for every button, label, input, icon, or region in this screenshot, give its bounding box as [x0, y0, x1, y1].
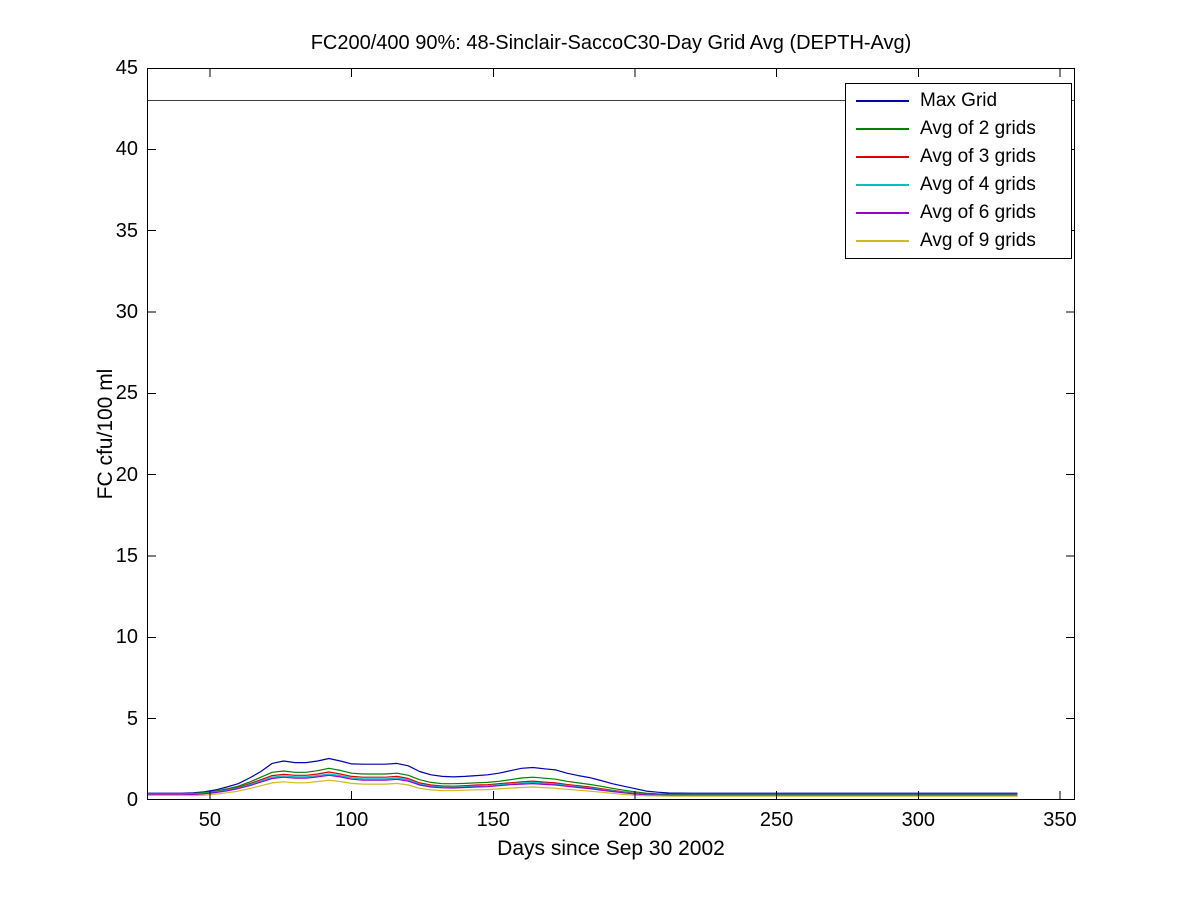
y-tick-label: 30	[115, 301, 138, 323]
series-line-0	[147, 757, 1018, 794]
x-tick-label: 100	[334, 809, 369, 831]
legend-item: Avg of 4 grids	[846, 174, 1071, 196]
series-line-1	[147, 767, 1018, 795]
y-tick-label: 15	[115, 545, 138, 567]
legend-item: Avg of 9 grids	[846, 230, 1071, 252]
y-tick-label: 40	[115, 138, 138, 161]
legend-line-swatch	[856, 240, 909, 242]
y-tick-label: 35	[115, 219, 138, 242]
y-tick-label: 0	[126, 789, 138, 811]
legend-label: Avg of 9 grids	[920, 230, 1036, 251]
series-line-3	[147, 773, 1018, 796]
legend-item: Max Grid	[846, 90, 1071, 112]
x-tick-label: 150	[476, 809, 510, 831]
legend-line-swatch	[856, 100, 909, 102]
x-tick-label: 50	[198, 809, 222, 831]
y-tick-label: 20	[115, 463, 138, 486]
legend-label: Max Grid	[920, 90, 998, 111]
series-line-5	[147, 779, 1018, 797]
legend-line-swatch	[856, 212, 909, 214]
plot-box-border	[147, 68, 1075, 800]
legend-label: Avg of 3 grids	[920, 146, 1036, 167]
legend-line-swatch	[856, 156, 909, 158]
x-tick-label: 300	[901, 809, 935, 831]
legend-item: Avg of 3 grids	[846, 146, 1071, 168]
chart-title: FC200/400 90%: 48-Sinclair-SaccoC30-Day …	[310, 32, 912, 54]
x-tick-label: 200	[618, 809, 652, 831]
series-line-4	[147, 774, 1018, 796]
legend-line-swatch	[856, 128, 909, 130]
y-tick-label: 25	[115, 382, 138, 405]
legend: Max Grid Avg of 2 grids Avg of 3 grids A…	[845, 83, 1072, 259]
legend-label: Avg of 4 grids	[920, 174, 1036, 195]
y-tick-label: 5	[126, 707, 138, 730]
plot-svg	[147, 68, 1075, 800]
x-axis-label: Days since Sep 30 2002	[497, 837, 725, 860]
legend-label: Avg of 6 grids	[920, 202, 1036, 223]
x-tick-label: 250	[759, 809, 794, 831]
legend-item: Avg of 6 grids	[846, 202, 1071, 224]
legend-line-swatch	[856, 184, 909, 186]
y-tick-label: 10	[115, 626, 138, 649]
legend-item: Avg of 2 grids	[846, 118, 1071, 140]
legend-label: Avg of 2 grids	[920, 118, 1036, 139]
x-tick-label: 350	[1043, 809, 1077, 831]
y-tick-label: 45	[115, 57, 138, 79]
